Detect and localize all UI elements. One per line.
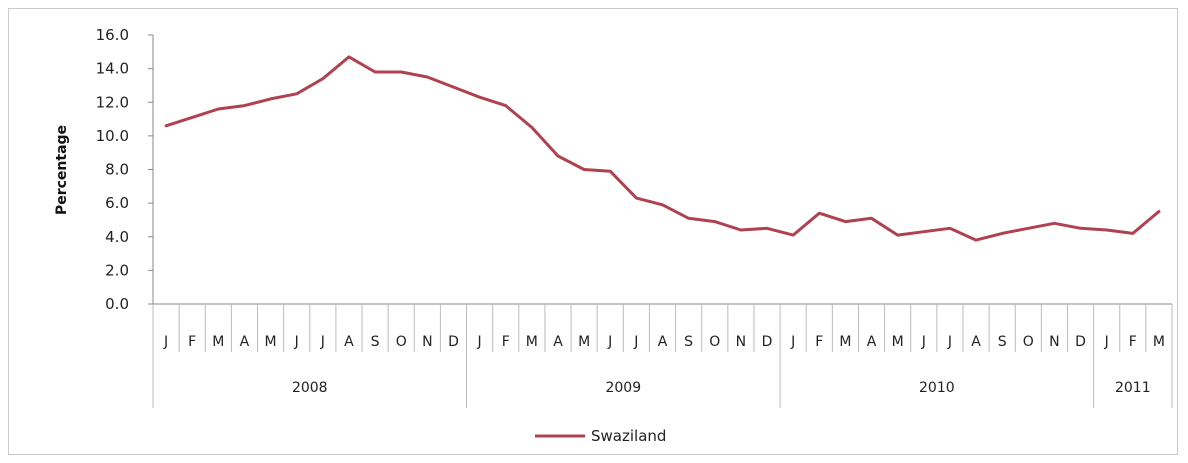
month-tick-label: M xyxy=(1153,334,1165,350)
y-axis-title: Percentage xyxy=(54,125,70,215)
month-tick-label: M xyxy=(265,334,277,350)
month-tick-label: J xyxy=(477,334,482,350)
month-tick-label: A xyxy=(971,334,981,350)
year-label: 2010 xyxy=(919,380,955,396)
month-tick-label: F xyxy=(1129,334,1137,350)
month-tick-label: O xyxy=(709,334,720,350)
month-tick-label: N xyxy=(736,334,746,350)
y-tick-label: 4.0 xyxy=(105,228,129,246)
month-tick-label: A xyxy=(344,334,354,350)
month-tick-label: J xyxy=(947,334,952,350)
month-tick-label: F xyxy=(815,334,823,350)
month-tick-label: M xyxy=(526,334,538,350)
y-tick-label: 10.0 xyxy=(96,127,129,145)
month-tick-label: J xyxy=(921,334,926,350)
month-tick-label: D xyxy=(1075,334,1086,350)
y-tick-label: 12.0 xyxy=(96,93,129,111)
month-tick-label: M xyxy=(212,334,224,350)
month-tick-label: J xyxy=(633,334,638,350)
month-tick-label: S xyxy=(371,334,380,350)
y-tick-label: 16.0 xyxy=(96,26,129,44)
month-tick-label: J xyxy=(607,334,612,350)
month-tick-label: A xyxy=(553,334,563,350)
month-tick-label: N xyxy=(1049,334,1059,350)
month-tick-label: S xyxy=(684,334,693,350)
year-label: 2011 xyxy=(1115,380,1151,396)
series-layer xyxy=(164,55,1161,242)
month-tick-label: S xyxy=(998,334,1007,350)
month-tick-label: F xyxy=(502,334,510,350)
month-tick-label: M xyxy=(578,334,590,350)
y-tick-label: 6.0 xyxy=(105,194,129,212)
chart-area xyxy=(8,8,1178,455)
month-tick-label: D xyxy=(448,334,459,350)
y-tick-label: 14.0 xyxy=(96,60,129,78)
y-tick-label: 2.0 xyxy=(105,261,129,279)
month-tick-label: J xyxy=(294,334,299,350)
y-tick-label: 0.0 xyxy=(105,295,129,313)
y-tick-label: 8.0 xyxy=(105,161,129,179)
year-label: 2009 xyxy=(605,380,641,396)
month-tick-label: J xyxy=(320,334,325,350)
month-tick-label: J xyxy=(790,334,795,350)
month-tick-label: D xyxy=(762,334,773,350)
month-tick-label: J xyxy=(1104,334,1109,350)
month-tick-label: F xyxy=(188,334,196,350)
legend-label-swaziland: Swaziland xyxy=(591,427,666,445)
month-tick-label: A xyxy=(658,334,668,350)
y-axis: 0.0 2.0 4.0 6.0 8.0 10.0 12.0 14.0 16.0 xyxy=(96,26,154,313)
legend: Swaziland xyxy=(535,427,666,445)
month-tick-label: O xyxy=(1023,334,1034,350)
series-line-swaziland xyxy=(164,55,1161,242)
year-label: 2008 xyxy=(292,380,328,396)
month-tick-label: M xyxy=(839,334,851,350)
month-tick-label: A xyxy=(240,334,250,350)
month-tick-label: N xyxy=(422,334,432,350)
month-tick-label: A xyxy=(867,334,877,350)
month-tick-label: M xyxy=(892,334,904,350)
month-tick-label: O xyxy=(396,334,407,350)
month-tick-label: J xyxy=(163,334,168,350)
x-axis: J F M A M J J A S O N D J F M A M J J A S O N D J F M A M J J A S O N D J F M2… xyxy=(152,303,1173,408)
